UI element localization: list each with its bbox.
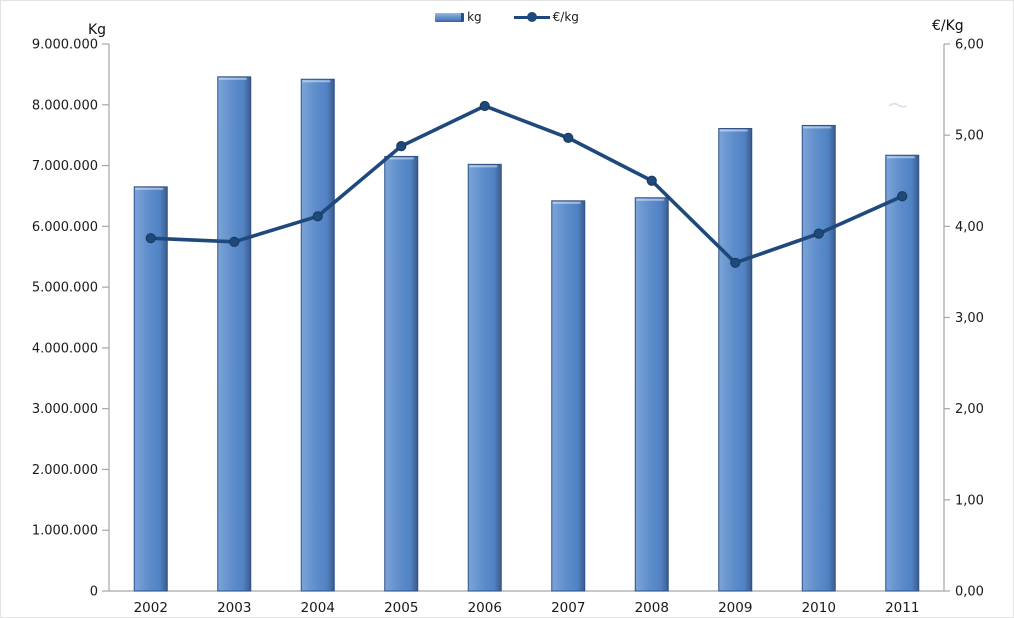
marker-2006	[479, 100, 490, 112]
x-axis-category-label: 2008	[635, 600, 669, 616]
left-axis-tick-label: 5.000.000	[32, 281, 98, 296]
faint-artifact-mark	[888, 102, 908, 108]
bar-highlight	[803, 126, 832, 129]
marker-2004	[312, 211, 323, 222]
marker-2010	[813, 228, 824, 239]
eur-kg-line	[148, 104, 905, 265]
right-axis-title: €/Kg	[932, 18, 964, 34]
bar-highlight	[469, 165, 498, 168]
bar-2003	[217, 76, 252, 592]
bar-highlight	[886, 156, 915, 159]
eur-kg-line-swatch-icon	[513, 12, 550, 22]
left-axis-tick-label: 3.000.000	[32, 402, 98, 417]
right-axis-tick-label: 6,00	[955, 38, 984, 53]
bar-2010	[801, 124, 836, 592]
bar-highlight	[135, 187, 164, 190]
legend-kg-label: kg	[467, 10, 482, 24]
bar-2011	[885, 154, 920, 592]
left-axis-tick-label: 4.000.000	[32, 341, 98, 356]
legend-item-kg[interactable]: kg	[435, 10, 482, 24]
x-axis-category-label: 2005	[384, 600, 418, 616]
right-axis-tick-label: 1,00	[955, 493, 984, 508]
legend-eur-kg-label: €/kg	[552, 10, 579, 24]
left-axis-tick-label: 8.000.000	[32, 98, 98, 113]
bar-highlight	[218, 77, 247, 80]
x-axis-category-label: 2010	[802, 600, 836, 616]
bar-2009	[718, 127, 753, 592]
left-axis-tick-label: 2.000.000	[32, 463, 98, 478]
bar-highlight	[719, 129, 748, 132]
x-axis-category-label: 2002	[134, 600, 168, 616]
right-axis-tick-label: 4,00	[955, 220, 984, 235]
x-axis-category-label: 2006	[468, 600, 502, 616]
marker-2007	[563, 132, 574, 144]
bar-highlight	[385, 157, 414, 160]
bar-2002	[133, 186, 168, 592]
marker-2002	[145, 233, 156, 244]
marker-2003	[229, 236, 240, 247]
marker-2005	[396, 141, 407, 152]
bar-highlight	[636, 198, 665, 201]
bar-2006	[467, 163, 502, 592]
x-axis-category-label: 2011	[885, 600, 919, 616]
left-axis-tick-label: 6.000.000	[32, 220, 98, 235]
x-axis-category-label: 2004	[301, 600, 335, 616]
x-axis-category-label: 2003	[217, 600, 251, 616]
bar-2008	[634, 197, 669, 592]
marker-2009	[730, 257, 741, 268]
bar-highlight	[552, 201, 581, 204]
x-axis-category-label: 2009	[718, 600, 752, 616]
marker-2011	[897, 191, 908, 202]
bar-highlight	[302, 80, 331, 83]
legend-item-eur-kg[interactable]: €/kg	[513, 10, 579, 24]
bar-2005	[384, 155, 419, 592]
marker-2008	[646, 175, 657, 186]
right-axis-tick-label: 5,00	[955, 129, 984, 144]
right-axis-tick-label: 3,00	[955, 311, 984, 326]
bar-2004	[300, 78, 335, 592]
bar-2007	[551, 200, 586, 592]
left-axis-tick-label: 0	[90, 585, 98, 600]
right-axis-tick-label: 0,00	[955, 585, 984, 600]
x-axis-category-label: 2007	[551, 600, 585, 616]
left-axis-title: Kg	[88, 22, 107, 38]
left-axis-tick-label: 1.000.000	[32, 524, 98, 539]
kg-bar-swatch-icon	[435, 12, 465, 22]
chart-legend: kg €/kg	[1, 10, 1013, 24]
right-axis-tick-label: 2,00	[955, 402, 984, 417]
left-axis-tick-label: 9.000.000	[32, 38, 98, 53]
left-axis-tick-label: 7.000.000	[32, 159, 98, 174]
